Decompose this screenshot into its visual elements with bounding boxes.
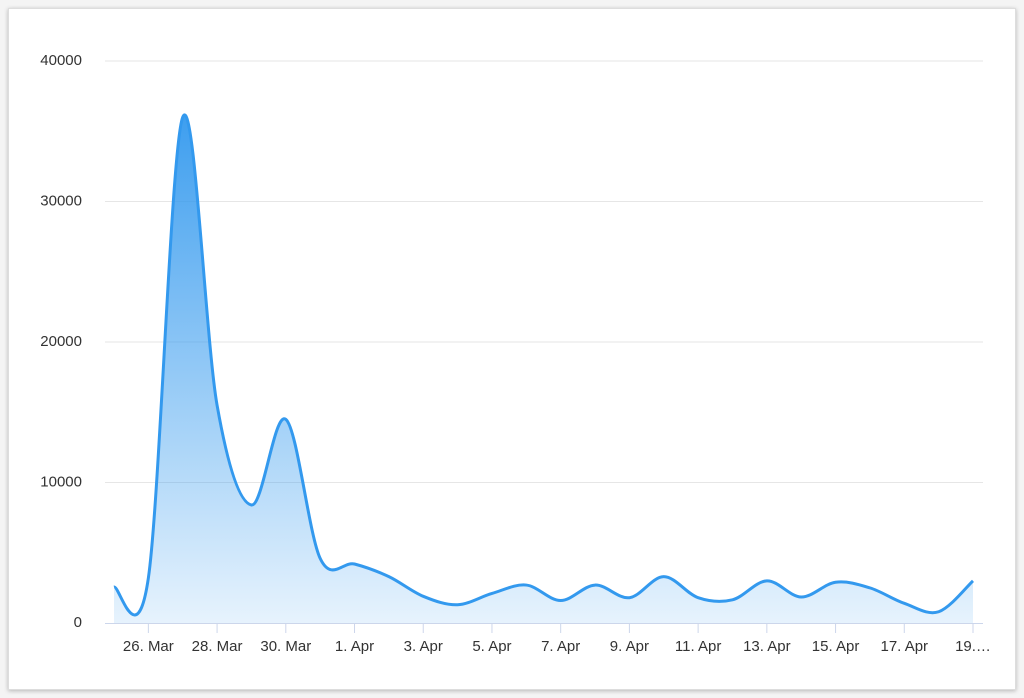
x-tick-label: 11. Apr: [675, 638, 721, 655]
x-tick-label: 15. Apr: [812, 638, 860, 655]
x-tick-label: 30. Mar: [260, 638, 311, 655]
x-tick-label: 5. Apr: [472, 638, 511, 655]
x-tick-label: 1. Apr: [335, 638, 374, 655]
x-tick-label: 9. Apr: [610, 638, 649, 655]
x-tick-label: 26. Mar: [123, 638, 174, 655]
y-tick-label: 20000: [40, 333, 82, 350]
x-tick-label: 3. Apr: [404, 638, 443, 655]
x-tick-label: 17. Apr: [881, 638, 929, 655]
x-tick-label: 19.…: [955, 638, 991, 655]
x-tick-label: 13. Apr: [743, 638, 791, 655]
y-tick-label: 30000: [40, 192, 82, 209]
y-tick-label: 0: [74, 614, 82, 631]
x-tick-label: 7. Apr: [541, 638, 580, 655]
x-tick-label: 28. Mar: [192, 638, 243, 655]
area: [114, 114, 973, 623]
line: [112, 113, 975, 617]
y-tick-label: 10000: [40, 473, 82, 490]
y-tick-label: 40000: [40, 52, 82, 69]
